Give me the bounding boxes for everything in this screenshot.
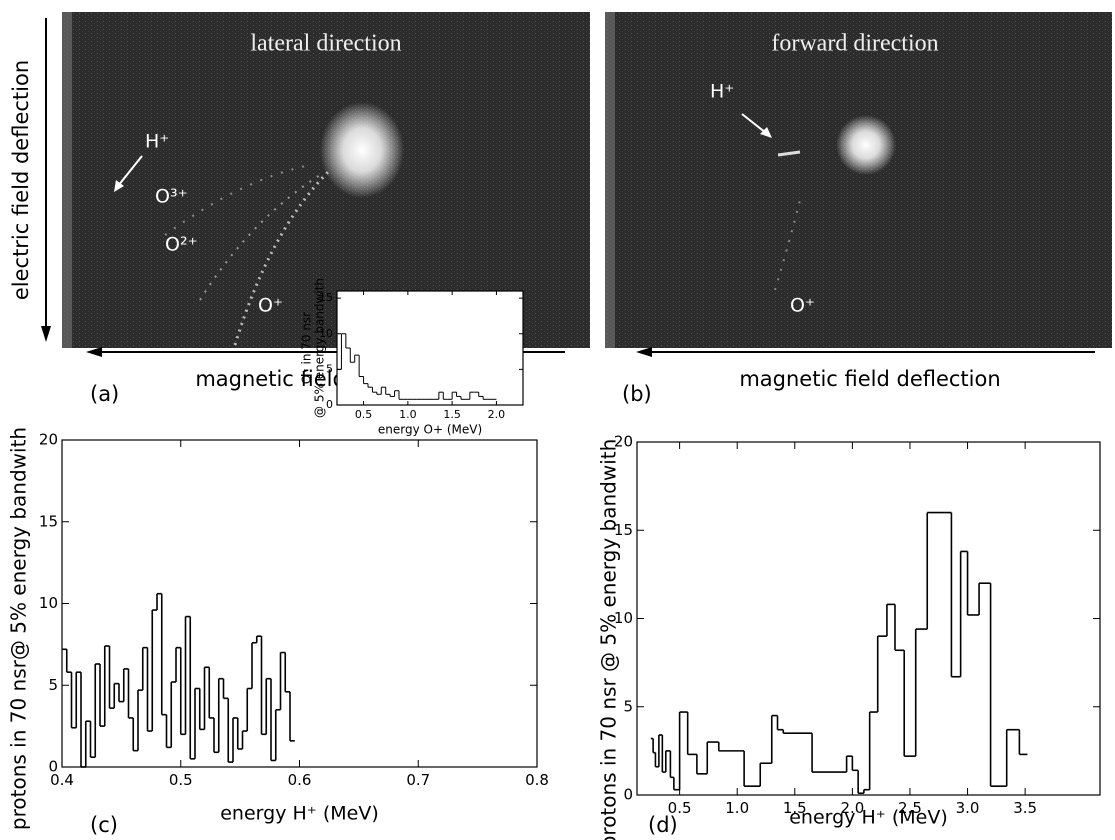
arrow-head	[86, 347, 102, 357]
x-tick-label: 0.5	[169, 771, 193, 789]
y-tick-label: 15	[319, 291, 333, 304]
y-tick-label: 10	[614, 609, 633, 627]
x-tick-label: 2.0	[840, 799, 864, 817]
y-axis-label: @ 5% energy bandwith	[313, 278, 327, 418]
ion-trace	[233, 168, 332, 346]
x-tick-label: 1.5	[443, 408, 461, 421]
panel-label: (d)	[648, 813, 678, 837]
edge	[62, 12, 72, 348]
arrow	[117, 155, 143, 187]
ion-label: H⁺	[145, 131, 169, 153]
y-tick-label: 15	[614, 521, 633, 539]
edge	[605, 12, 615, 348]
image-title: forward direction	[771, 31, 938, 57]
arrow-head	[41, 326, 51, 342]
y-tick-label: 0	[623, 786, 633, 804]
x-tick-label: 3.0	[956, 799, 980, 817]
x-tick-label: 2.5	[898, 799, 922, 817]
x-tick-label: 0.8	[525, 771, 549, 789]
x-axis-label: energy O+ (MeV)	[378, 423, 482, 437]
beam-spot	[320, 102, 404, 198]
x-tick-label: 0.4	[50, 771, 74, 789]
x-axis-label: energy H⁺ (MeV)	[789, 807, 948, 829]
x-tick-label: 1.0	[725, 799, 749, 817]
ion-label: O⁺	[790, 295, 815, 317]
plot-frame	[636, 441, 1101, 796]
y-tick-label: 10	[319, 327, 333, 340]
arrow-head	[636, 347, 652, 357]
x-tick-label: 1.5	[783, 799, 807, 817]
panel-label: (a)	[90, 382, 119, 406]
x-tick-label: 0.6	[288, 771, 312, 789]
y-axis-label: O⁺ in 70 nsr	[300, 312, 314, 384]
x-axis-label: energy H⁺ (MeV)	[220, 803, 379, 825]
ion-label: O²⁺	[165, 234, 198, 256]
ion-label: O³⁺	[155, 186, 188, 208]
y-tick-label: 5	[623, 697, 633, 715]
y-axis-label: protons in 70 nsr @ 5% energy bandwith	[597, 439, 621, 840]
arrow-head	[114, 180, 124, 192]
y-tick-label: 20	[614, 433, 633, 451]
x-tick-label: 0.5	[668, 799, 692, 817]
plot-frame	[336, 290, 524, 406]
image-title: lateral direction	[250, 31, 401, 57]
ion-trace	[774, 199, 801, 291]
x-tick-label: 0.7	[406, 771, 430, 789]
panel-label: (b)	[622, 382, 652, 406]
y-axis-label: protons in 70 nsr@ 5% energy bandwith	[7, 427, 31, 830]
axis-label: electric field deflection	[9, 60, 33, 300]
arrow-head	[760, 127, 772, 138]
x-tick-label: 3.5	[1013, 799, 1037, 817]
x-tick-label: 1.0	[399, 408, 417, 421]
y-tick-label: 5	[326, 362, 333, 375]
ion-trace	[199, 174, 321, 301]
detector-image	[605, 12, 1112, 348]
y-tick-label: 10	[39, 594, 58, 612]
arrow	[741, 113, 767, 134]
x-tick-label: 0.5	[355, 408, 373, 421]
panel-label: (c)	[90, 813, 118, 837]
y-tick-label: 0	[48, 758, 58, 776]
y-tick-label: 5	[48, 676, 58, 694]
y-tick-label: 0	[326, 398, 333, 411]
ion-label: H⁺	[710, 81, 734, 103]
y-tick-label: 20	[39, 431, 58, 449]
axis-label: magnetic field deflection	[739, 367, 1000, 391]
ion-label: O⁺	[258, 295, 283, 317]
y-tick-label: 15	[39, 512, 58, 530]
ion-trace	[777, 150, 801, 157]
image-b: forward direction H⁺ O⁺ magnetic field d…	[605, 12, 1112, 406]
beam-spot	[836, 115, 896, 175]
x-tick-label: 2.0	[488, 408, 506, 421]
